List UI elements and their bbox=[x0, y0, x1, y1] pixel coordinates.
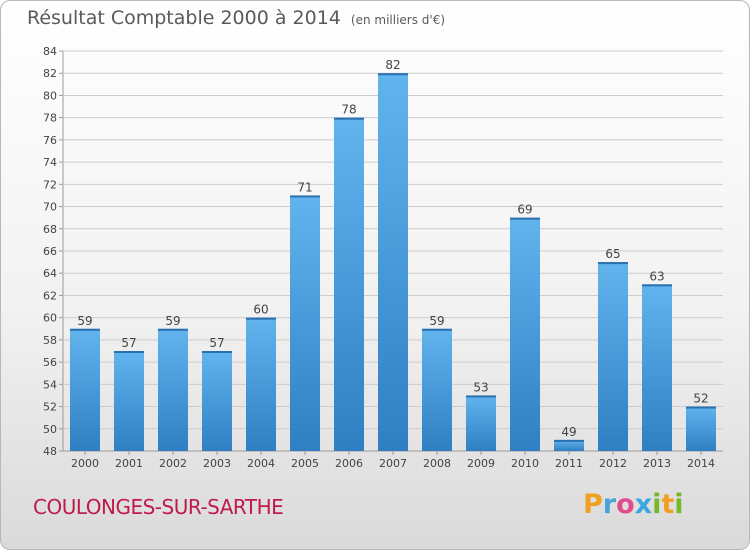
data-label: 53 bbox=[473, 380, 488, 394]
logo-letter: r bbox=[602, 489, 617, 520]
bar bbox=[466, 395, 496, 451]
data-label: 65 bbox=[605, 247, 620, 261]
bar bbox=[290, 195, 320, 451]
x-tick-label: 2001 bbox=[115, 457, 143, 470]
bar-top-edge bbox=[70, 328, 100, 331]
x-tick-label: 2012 bbox=[599, 457, 627, 470]
y-tick-label: 70 bbox=[43, 201, 57, 214]
bar-top-edge bbox=[202, 351, 232, 353]
y-tick-label: 72 bbox=[43, 178, 57, 191]
y-tick-label: 54 bbox=[43, 378, 57, 391]
y-tick-label: 80 bbox=[43, 89, 57, 102]
y-tick-label: 62 bbox=[43, 289, 57, 302]
data-label: 60 bbox=[253, 303, 268, 317]
y-tick-label: 74 bbox=[43, 156, 57, 169]
bar bbox=[70, 328, 100, 451]
x-tick-label: 2011 bbox=[555, 457, 583, 470]
x-tick-label: 2009 bbox=[467, 457, 495, 470]
bar-top-edge bbox=[378, 73, 408, 76]
y-tick-label: 82 bbox=[43, 67, 57, 80]
x-tick-label: 2006 bbox=[335, 457, 363, 470]
data-label: 82 bbox=[385, 58, 400, 72]
bar-top-edge bbox=[642, 284, 672, 287]
bar bbox=[510, 217, 540, 451]
proxiti-logo: Proxiti bbox=[583, 489, 684, 520]
chart-unit: (en milliers d'€) bbox=[350, 13, 446, 27]
x-tick-label: 2008 bbox=[423, 457, 451, 470]
bar bbox=[686, 406, 716, 451]
y-tick-label: 48 bbox=[43, 445, 57, 458]
bar-top-edge bbox=[158, 328, 188, 331]
bar-top-edge bbox=[114, 351, 144, 353]
y-tick-label: 58 bbox=[43, 334, 57, 347]
x-tick-label: 2007 bbox=[379, 457, 407, 470]
x-tick-label: 2000 bbox=[71, 457, 99, 470]
bar-top-edge bbox=[510, 217, 540, 220]
data-label: 57 bbox=[121, 336, 136, 350]
x-tick-label: 2005 bbox=[291, 457, 319, 470]
bar-top-edge bbox=[686, 406, 716, 409]
bar-top-edge bbox=[466, 395, 496, 398]
logo-letter: o bbox=[616, 489, 635, 520]
bar bbox=[554, 439, 584, 451]
x-tick-label: 2010 bbox=[511, 457, 539, 470]
x-tick-label: 2004 bbox=[247, 457, 275, 470]
data-label: 63 bbox=[649, 269, 664, 283]
bar bbox=[246, 317, 276, 451]
bar bbox=[158, 328, 188, 451]
bar-chart: 48 50 52 54 56 58 60 62 64 66 68 70 72 74 76 78 80 82 84 59… bbox=[43, 45, 723, 470]
y-tick-label: 64 bbox=[43, 267, 57, 280]
x-tick-label: 2013 bbox=[643, 457, 671, 470]
y-tick-label: 76 bbox=[43, 134, 57, 147]
y-tick-label: 78 bbox=[43, 112, 57, 125]
chart-title-text: Résultat Comptable 2000 à 2014 bbox=[27, 7, 341, 29]
bar bbox=[378, 73, 408, 451]
bar bbox=[202, 351, 232, 451]
bar bbox=[114, 351, 144, 451]
y-tick-label: 52 bbox=[43, 401, 57, 414]
y-tick-label: 60 bbox=[43, 312, 57, 325]
data-label: 59 bbox=[165, 314, 180, 328]
x-tick-label: 2003 bbox=[203, 457, 231, 470]
bar-top-edge bbox=[422, 328, 452, 331]
data-label: 69 bbox=[517, 203, 532, 217]
data-label: 49 bbox=[561, 425, 576, 439]
data-label: 52 bbox=[693, 392, 708, 406]
commune-name: COULONGES-SUR-SARTHE bbox=[33, 495, 284, 519]
logo-letter: i bbox=[674, 489, 684, 520]
bar bbox=[422, 328, 452, 451]
logo-letter: t bbox=[661, 489, 675, 520]
bar-top-edge bbox=[246, 317, 276, 320]
y-tick-label: 84 bbox=[43, 45, 57, 58]
chart-title: Résultat Comptable 2000 à 2014 (en millie… bbox=[27, 7, 445, 29]
bar-top-edge bbox=[554, 439, 584, 442]
bar-top-edge bbox=[598, 262, 628, 265]
x-tick-label: 2002 bbox=[159, 457, 187, 470]
y-tick-label: 68 bbox=[43, 223, 57, 236]
data-label: 59 bbox=[429, 314, 444, 328]
logo-letter: x bbox=[634, 489, 653, 520]
bar bbox=[598, 262, 628, 451]
logo-letter: P bbox=[583, 489, 603, 520]
logo-letter: i bbox=[652, 489, 662, 520]
data-label: 71 bbox=[297, 180, 312, 194]
bar bbox=[334, 117, 364, 452]
x-tick-label: 2014 bbox=[687, 457, 715, 470]
y-tick-label: 66 bbox=[43, 245, 57, 258]
data-label: 78 bbox=[341, 103, 356, 117]
y-tick-label: 50 bbox=[43, 423, 57, 436]
bar bbox=[642, 284, 672, 451]
bar-top-edge bbox=[334, 117, 364, 120]
y-tick-label: 56 bbox=[43, 356, 57, 369]
data-label: 59 bbox=[77, 314, 92, 328]
bar-top-edge bbox=[290, 195, 320, 198]
data-label: 57 bbox=[209, 336, 224, 350]
